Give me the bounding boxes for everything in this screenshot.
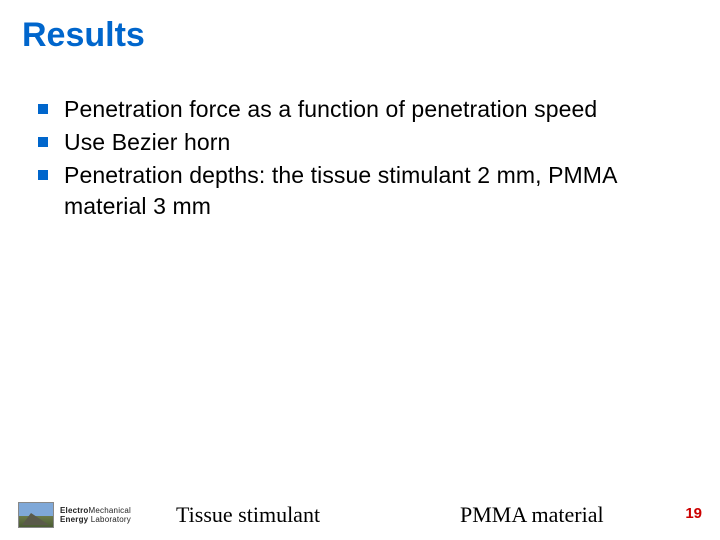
page-number: 19 [685,505,702,522]
caption-right: PMMA material [460,502,604,528]
logo-line2a: Energy [60,515,88,524]
bullet-text: Penetration force as a function of penet… [64,94,597,125]
caption-left: Tissue stimulant [176,502,320,528]
logo-line1a: Electro [60,506,89,515]
bullet-marker [38,170,48,180]
logo-line2b: Laboratory [88,515,131,524]
bullet-text: Penetration depths: the tissue stimulant… [64,160,700,222]
footer-logo: ElectroMechanical Energy Laboratory [18,502,131,528]
slide: Results Penetration force as a function … [0,0,720,540]
slide-title: Results [22,16,145,55]
logo-image [18,502,54,528]
list-item: Penetration depths: the tissue stimulant… [38,160,700,222]
bullet-marker [38,137,48,147]
bullet-list: Penetration force as a function of penet… [38,94,700,224]
list-item: Penetration force as a function of penet… [38,94,700,125]
logo-line1b: Mechanical [89,506,131,515]
logo-text: ElectroMechanical Energy Laboratory [60,506,131,524]
list-item: Use Bezier horn [38,127,700,158]
bullet-text: Use Bezier horn [64,127,230,158]
bullet-marker [38,104,48,114]
